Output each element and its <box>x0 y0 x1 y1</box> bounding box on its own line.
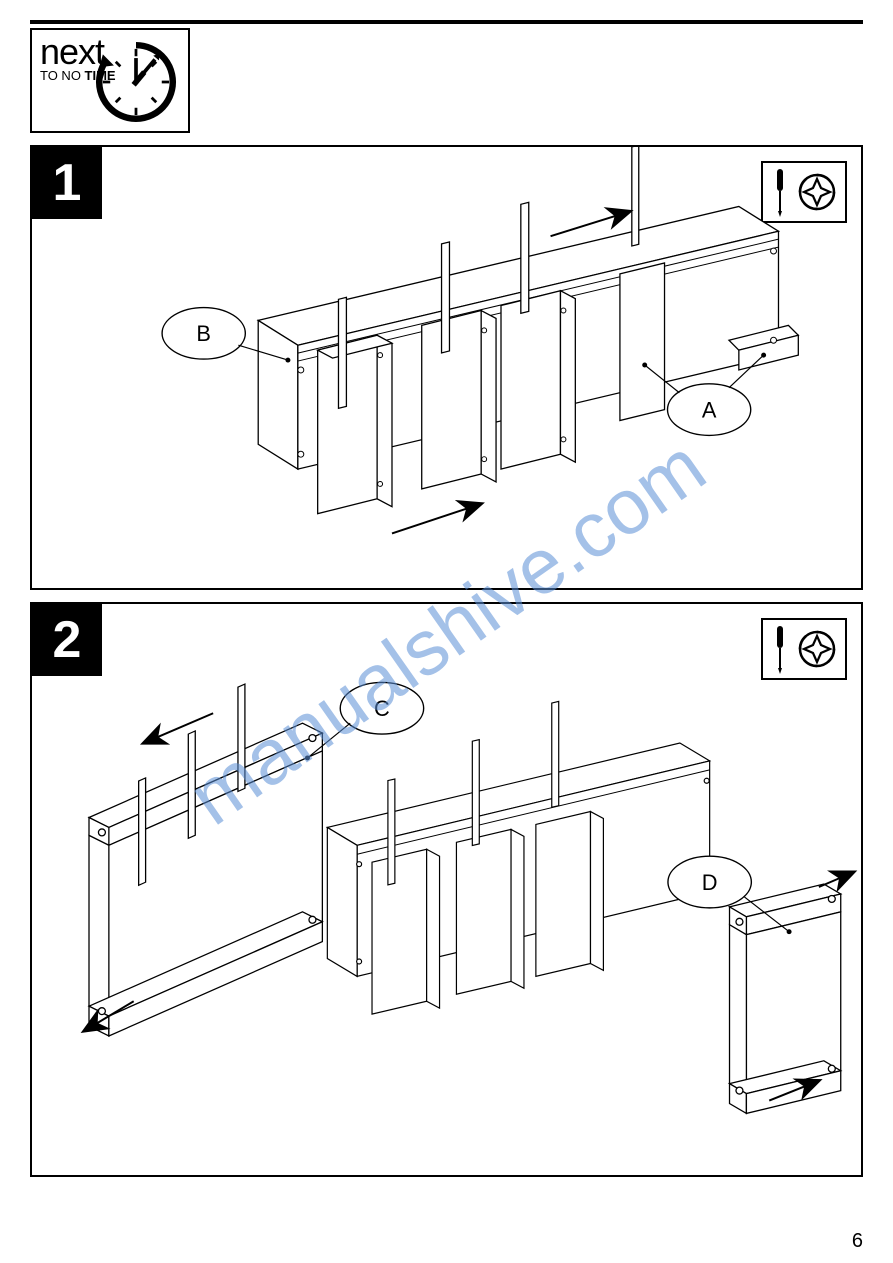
callout-label-c: C <box>374 696 390 721</box>
clock-icon <box>90 36 182 128</box>
callout-label-d: D <box>702 870 718 895</box>
page: next TO NO TIME <box>0 0 893 1263</box>
top-rule <box>30 20 863 24</box>
step-panel-2: 2 <box>30 602 863 1177</box>
assembly-diagram-2: C D <box>32 604 861 1175</box>
callout-label-b: B <box>196 321 211 346</box>
logo-subline-prefix: TO NO <box>40 68 85 83</box>
brand-logo: next TO NO TIME <box>30 28 190 133</box>
callout-label-a: A <box>702 398 717 423</box>
assembly-diagram-1: B A <box>32 147 861 588</box>
step-panel-1: 1 <box>30 145 863 590</box>
page-number: 6 <box>852 1230 863 1253</box>
